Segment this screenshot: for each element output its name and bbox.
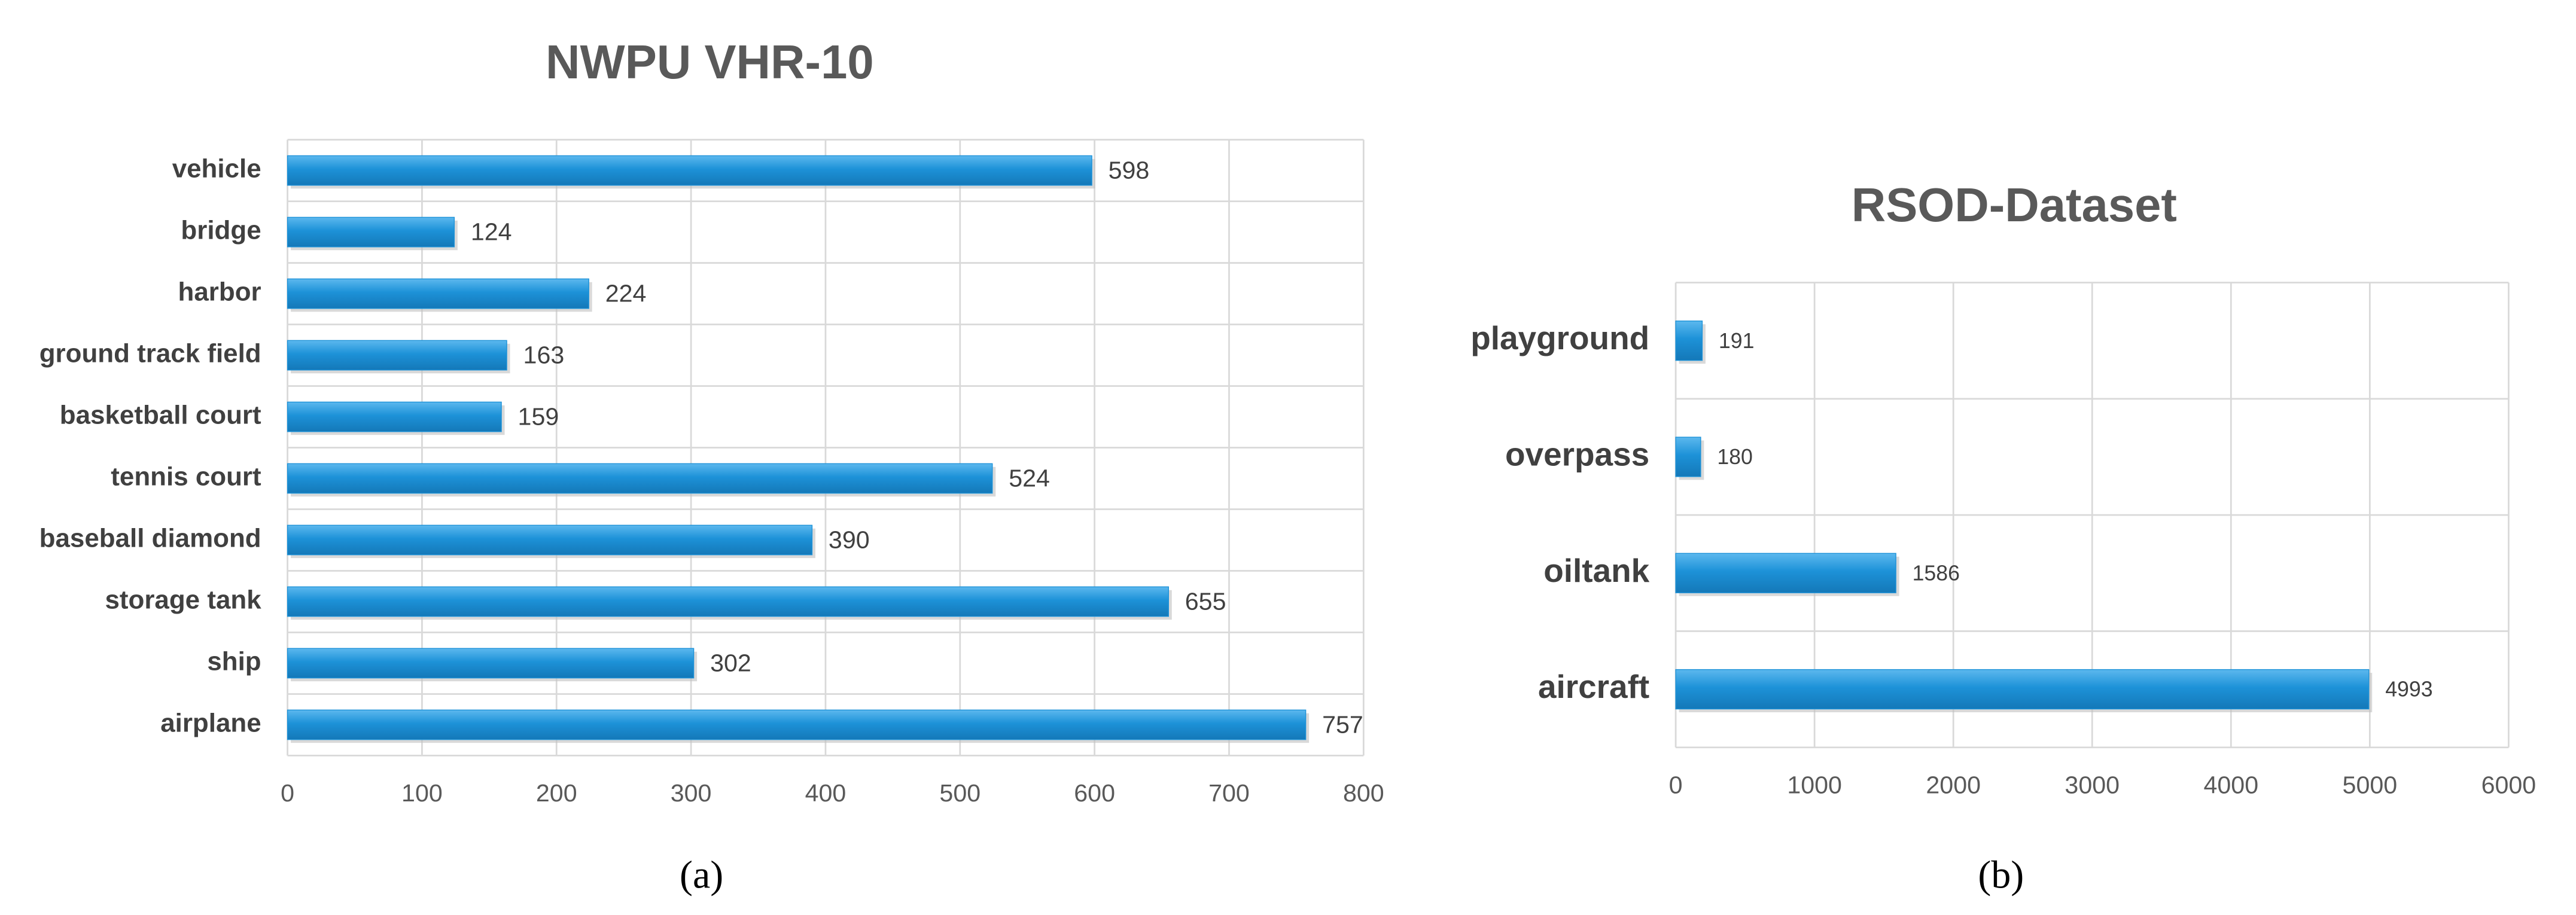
x-tick-label: 300: [671, 779, 712, 807]
category-label: harbor: [178, 277, 261, 307]
category-label: playground: [1470, 319, 1649, 356]
x-tick-label: 200: [536, 779, 577, 807]
bar: [287, 524, 813, 556]
x-tick-label: 100: [401, 779, 443, 807]
x-tick-label: 6000: [2481, 771, 2537, 798]
category-label: vehicle: [172, 154, 261, 184]
value-label: 224: [605, 280, 647, 307]
x-tick-label: 0: [1669, 771, 1683, 798]
bar: [1675, 669, 2370, 710]
category-label: ship: [207, 647, 261, 676]
bar: [287, 709, 1307, 740]
x-tick-label: 3000: [2065, 771, 2120, 798]
value-label: 191: [1719, 329, 1755, 353]
bar: [287, 401, 502, 432]
category-label: bridge: [181, 216, 261, 245]
caption: (b): [1978, 853, 2024, 897]
bar: [287, 648, 695, 679]
category-label: oiltank: [1543, 552, 1649, 589]
value-label: 1586: [1913, 561, 1960, 585]
bar: [1675, 437, 1701, 477]
x-tick-label: 4000: [2203, 771, 2258, 798]
value-label: 524: [1009, 465, 1050, 492]
value-label: 124: [471, 218, 512, 246]
value-label: 4993: [2385, 678, 2432, 702]
x-tick-label: 2000: [1926, 771, 1981, 798]
chart-title: NWPU VHR-10: [546, 35, 874, 89]
value-label: 302: [710, 649, 751, 677]
category-label: aircraft: [1538, 668, 1649, 705]
x-tick-label: 600: [1074, 779, 1115, 807]
category-label: baseball diamond: [39, 524, 261, 553]
x-tick-label: 700: [1208, 779, 1250, 807]
bar: [287, 340, 507, 371]
value-label: 159: [518, 403, 559, 431]
x-tick-label: 500: [939, 779, 981, 807]
category-label: basketball court: [60, 401, 261, 430]
bar: [1675, 321, 1703, 361]
value-label: 757: [1322, 711, 1363, 739]
x-tick-label: 1000: [1787, 771, 1842, 798]
bar: [287, 463, 993, 494]
value-label: 598: [1109, 157, 1150, 184]
bar: [287, 586, 1169, 617]
x-tick-label: 0: [281, 779, 294, 807]
x-tick-label: 800: [1343, 779, 1384, 807]
chart-title: RSOD-Dataset: [1852, 178, 2177, 231]
x-tick-label: 400: [805, 779, 847, 807]
category-label: ground track field: [39, 339, 261, 368]
caption: (a): [680, 853, 723, 897]
x-tick-label: 5000: [2343, 771, 2398, 798]
bar: [287, 155, 1092, 186]
category-label: airplane: [160, 709, 261, 738]
bar: [287, 278, 589, 309]
bar: [1675, 553, 1896, 593]
category-label: overpass: [1505, 435, 1649, 472]
category-label: tennis court: [111, 462, 261, 492]
value-label: 163: [523, 341, 565, 369]
value-label: 655: [1185, 588, 1226, 615]
category-label: storage tank: [105, 585, 261, 615]
bar: [287, 216, 455, 248]
value-label: 180: [1717, 445, 1753, 469]
value-label: 390: [829, 526, 870, 554]
